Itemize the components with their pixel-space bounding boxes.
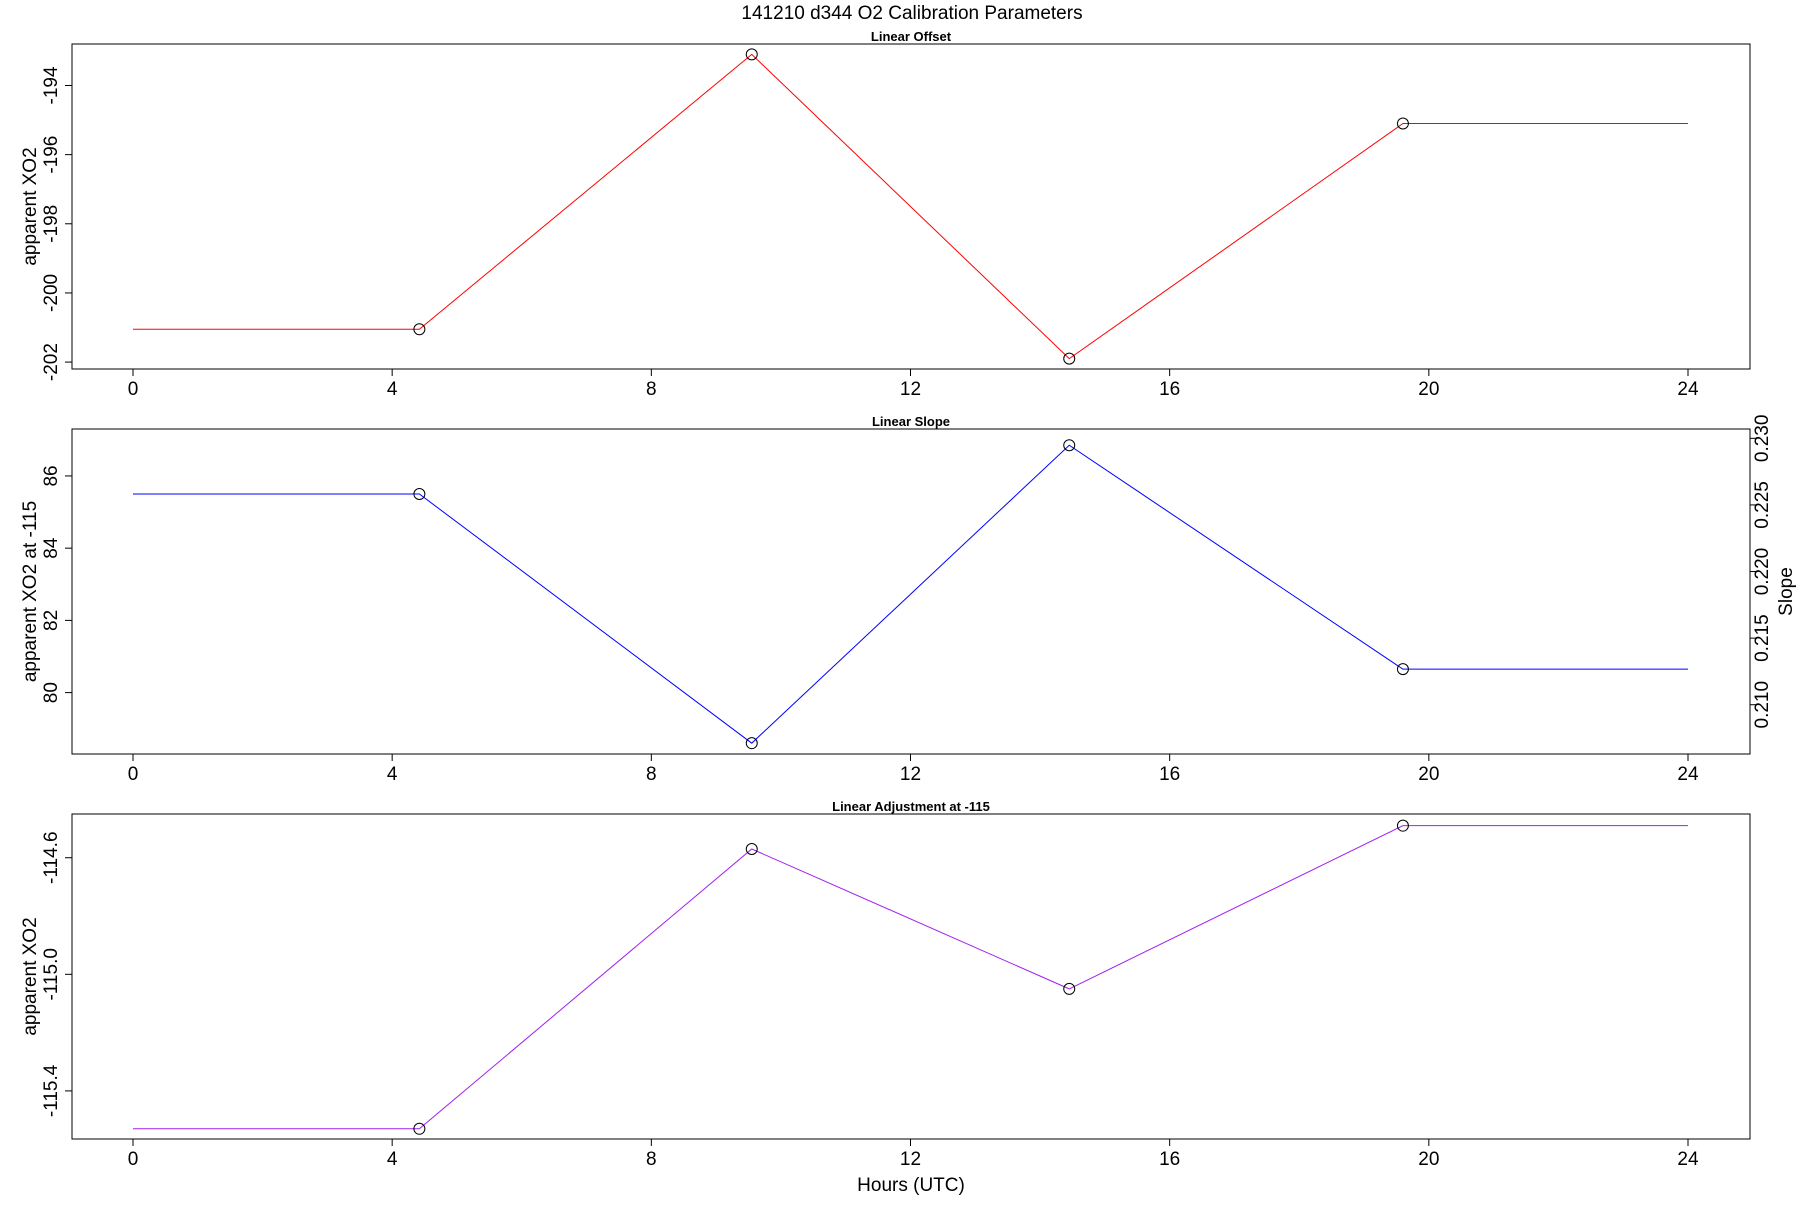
y2-tick-label: 0.225 [1752, 481, 1773, 529]
data-point [745, 842, 758, 855]
data-point [1396, 819, 1409, 832]
x-tick-label: 24 [1677, 764, 1699, 785]
data-point [745, 737, 758, 750]
series-line [133, 444, 1688, 744]
plot-frame [71, 428, 1751, 755]
panel-title: Linear Slope [872, 414, 950, 429]
x-tick-label: 24 [1677, 1149, 1699, 1170]
y-tick-label: 82 [41, 610, 62, 631]
x-tick-label: 12 [900, 379, 921, 400]
y-tick-label: -202 [41, 343, 62, 381]
x-tick-label: 20 [1418, 1149, 1439, 1170]
y2-tick-label: 0.210 [1752, 681, 1773, 729]
x-tick-label: 16 [1159, 1149, 1180, 1170]
y2-axis-label: Slope [1776, 567, 1797, 616]
series-line [133, 825, 1688, 1130]
x-tick-label: 0 [128, 1149, 139, 1170]
x-tick-label: 20 [1418, 764, 1439, 785]
y-tick-label: 84 [41, 537, 62, 559]
x-tick-label: 4 [387, 1149, 398, 1170]
y2-tick-label: 0.220 [1752, 548, 1773, 596]
y-axis-label: apparent XO2 [20, 147, 41, 265]
y-tick-label: 86 [41, 465, 62, 486]
plot-frame [71, 813, 1751, 1140]
y-tick-label: -115.0 [41, 948, 62, 1000]
y-tick-label: -194 [41, 66, 62, 104]
x-axis-label: Hours (UTC) [857, 1175, 965, 1196]
chart-panel: Linear Slope 0 4 8 12 16 20 24 80 82 84 86apparent … [20, 414, 1797, 785]
x-tick-label: 20 [1418, 379, 1439, 400]
x-tick-label: 4 [387, 764, 398, 785]
data-point [413, 488, 426, 500]
x-tick-label: 0 [128, 379, 139, 400]
x-tick-label: 12 [900, 764, 921, 785]
series-line [133, 53, 1688, 360]
data-point [1063, 982, 1076, 995]
chart-panel: Linear Adjustment at -115 0 4 8 12 16 20 24 -115… [20, 799, 1751, 1196]
x-tick-label: 4 [387, 379, 398, 400]
x-tick-label: 8 [646, 764, 657, 785]
chart-panel: Linear Offset 0 4 8 12 16 20 24 -202 -200 -198 -196… [20, 29, 1751, 400]
y-tick-label: 80 [41, 682, 62, 703]
x-tick-label: 0 [128, 764, 139, 785]
y-tick-label: -200 [41, 274, 62, 312]
y2-tick-label: 0.230 [1752, 415, 1773, 463]
data-point [745, 48, 758, 61]
x-tick-label: 8 [646, 379, 657, 400]
y-axis-label: apparent XO2 at -115 [20, 501, 41, 682]
y2-tick-label: 0.215 [1752, 614, 1773, 662]
figure-title: 141210 d344 O2 Calibration Parameters [741, 3, 1082, 24]
x-tick-label: 12 [900, 1149, 921, 1170]
panel-title: Linear Offset [871, 29, 952, 44]
data-point [413, 323, 426, 336]
y-tick-label: -196 [41, 136, 62, 174]
y-axis-label: apparent XO2 [20, 917, 41, 1035]
data-point [1396, 663, 1409, 676]
data-point [1396, 117, 1409, 130]
panel-title: Linear Adjustment at -115 [832, 799, 990, 814]
x-tick-label: 16 [1159, 379, 1180, 400]
x-tick-label: 16 [1159, 764, 1180, 785]
x-tick-label: 24 [1677, 379, 1699, 400]
data-point [1063, 439, 1076, 452]
data-point [1063, 352, 1076, 365]
x-tick-label: 8 [646, 1149, 657, 1170]
y-tick-label: -115.4 [41, 1064, 62, 1117]
y-tick-label: -198 [41, 205, 62, 243]
y-tick-label: -114.6 [41, 831, 62, 883]
data-point [413, 1122, 426, 1135]
